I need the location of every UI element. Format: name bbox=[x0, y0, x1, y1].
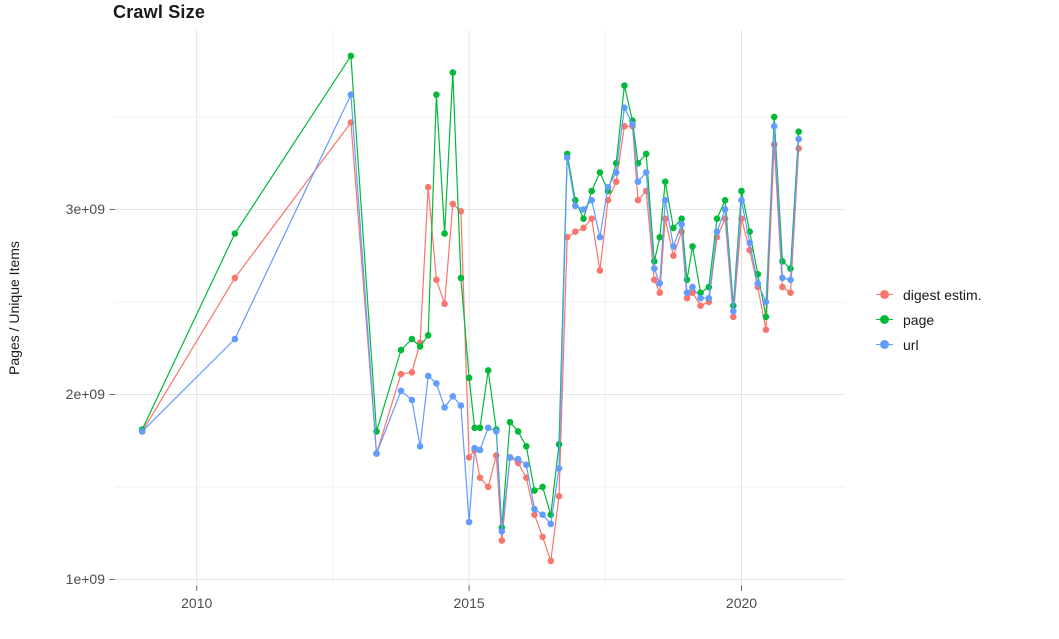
grid bbox=[115, 30, 845, 585]
legend: digest estim. page url bbox=[876, 286, 982, 353]
y-axis-title: Pages / Unique Items bbox=[6, 241, 22, 375]
axes: 2010 2015 2020 1e+09 2e+09 3e+09 bbox=[66, 201, 758, 611]
y-tick-label-1e+09: 1e+09 bbox=[66, 571, 106, 587]
legend-key-url-icon bbox=[876, 336, 893, 353]
x-tick-label-2020: 2020 bbox=[726, 595, 757, 611]
y-tick-label-2e+09: 2e+09 bbox=[66, 386, 106, 402]
x-tick-label-2015: 2015 bbox=[454, 595, 485, 611]
legend-label-digest-estim: digest estim. bbox=[903, 286, 982, 303]
legend-item-page: page bbox=[876, 311, 982, 328]
series-url bbox=[138, 91, 802, 535]
legend-key-page-icon bbox=[876, 311, 893, 328]
legend-label-url: url bbox=[903, 336, 919, 353]
series-page bbox=[138, 52, 802, 531]
legend-item-digest-estim: digest estim. bbox=[876, 286, 982, 303]
legend-label-page: page bbox=[903, 311, 935, 328]
y-tick-label-3e+09: 3e+09 bbox=[66, 201, 106, 217]
chart-title: Crawl Size bbox=[113, 2, 206, 22]
x-tick-label-2010: 2010 bbox=[181, 595, 212, 611]
legend-item-url: url bbox=[876, 336, 982, 353]
legend-key-digest-estim-icon bbox=[876, 286, 893, 303]
